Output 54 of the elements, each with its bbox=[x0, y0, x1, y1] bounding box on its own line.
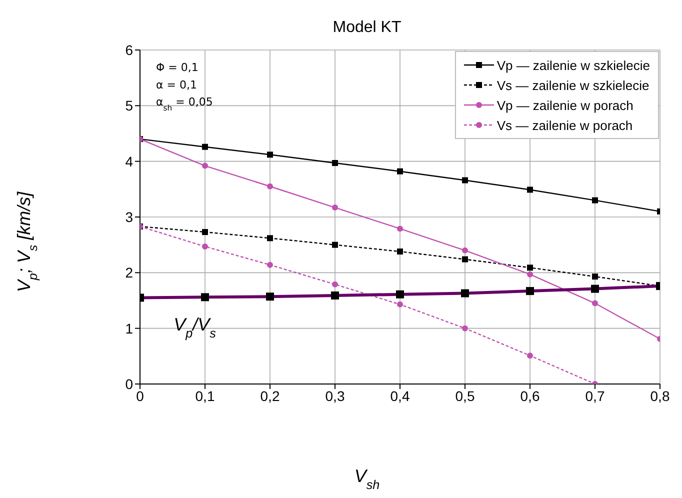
point bbox=[332, 160, 338, 166]
y-tick-label: 2 bbox=[125, 264, 134, 281]
x-tick-label: 0,6 bbox=[520, 388, 540, 404]
y-tick-label: 6 bbox=[125, 42, 134, 58]
annotation: α$_{sh}$ = 0,05 bbox=[156, 96, 213, 112]
point bbox=[332, 281, 338, 288]
legend-label: Vs — zailenie w porach bbox=[496, 118, 633, 132]
legend-label: Vs — zailenie w szkielecie bbox=[496, 78, 650, 92]
y-tick-label: 4 bbox=[125, 153, 134, 170]
point bbox=[397, 248, 403, 255]
point bbox=[527, 264, 533, 271]
line-series bbox=[140, 136, 660, 214]
point bbox=[267, 152, 273, 158]
point bbox=[397, 301, 403, 308]
annotation: α = 0,1 bbox=[156, 78, 198, 92]
y-tick-label: 5 bbox=[125, 98, 134, 114]
x-tick-label: 0,3 bbox=[325, 388, 345, 404]
point bbox=[462, 325, 468, 332]
point bbox=[592, 197, 598, 204]
x-axis-title: V$_{sh}$ bbox=[354, 466, 380, 492]
point bbox=[267, 262, 273, 268]
point bbox=[527, 186, 533, 193]
point bbox=[202, 229, 208, 236]
x-tick-label: 0 bbox=[136, 388, 144, 404]
x-tick-label: 0,7 bbox=[585, 388, 605, 404]
point bbox=[592, 300, 598, 306]
point bbox=[592, 274, 598, 280]
x-tick-label: 0,1 bbox=[195, 388, 215, 404]
point bbox=[527, 352, 533, 359]
y-tick-label: 0 bbox=[125, 376, 134, 392]
x-tick-label: 0,5 bbox=[455, 388, 475, 404]
point bbox=[332, 204, 338, 211]
point bbox=[202, 244, 208, 250]
y-tick-label: 3 bbox=[125, 208, 134, 225]
y-tick-label: 1 bbox=[125, 320, 134, 336]
annotation: Φ = 0,1 bbox=[156, 61, 198, 74]
point bbox=[332, 242, 338, 248]
legend-label: Vp — zailenie w szkielecie bbox=[496, 58, 650, 72]
point bbox=[397, 226, 403, 232]
x-tick-label: 0,8 bbox=[650, 388, 670, 404]
point bbox=[267, 235, 273, 242]
legend-label: Vp — zailenie w porach bbox=[496, 98, 634, 112]
point bbox=[462, 256, 468, 262]
point bbox=[527, 271, 533, 278]
x-tick-label: 0,4 bbox=[390, 388, 410, 404]
chart-title: Model KT bbox=[332, 19, 402, 36]
point bbox=[462, 177, 468, 184]
point bbox=[462, 247, 468, 254]
point bbox=[397, 168, 403, 174]
point bbox=[267, 183, 273, 190]
point bbox=[202, 144, 208, 150]
x-tick-label: 0,2 bbox=[260, 388, 280, 404]
annotation: V$_{p}$/V$_{s}$ bbox=[174, 314, 217, 340]
point bbox=[202, 162, 208, 169]
